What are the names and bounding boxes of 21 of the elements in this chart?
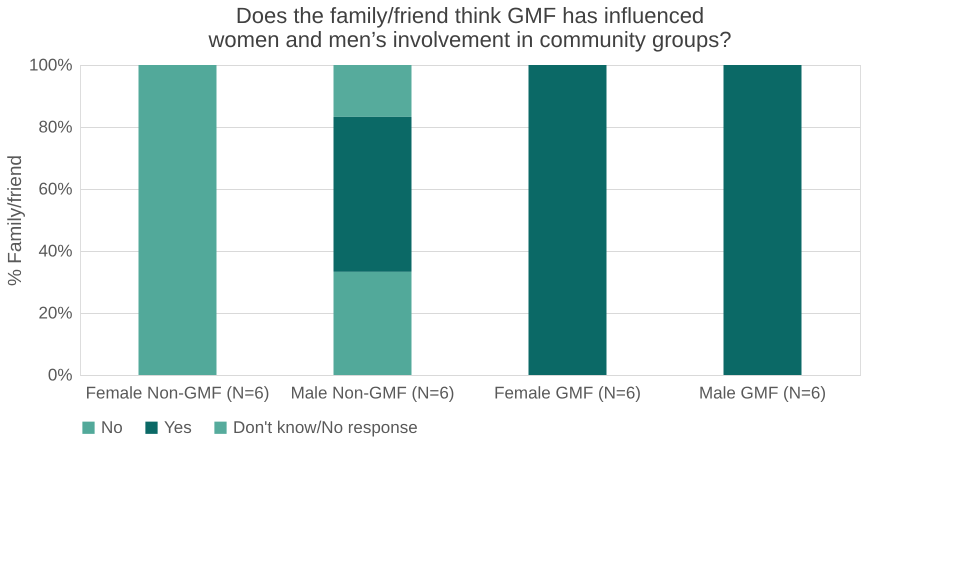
x-tick-label: Male Non-GMF (N=6) <box>290 384 454 402</box>
y-tick-label: 20% <box>38 304 72 322</box>
bar <box>334 65 412 117</box>
bar <box>334 272 412 375</box>
legend-label: Yes <box>164 418 192 437</box>
chart-title: Does the family/friend think GMF has influenced women and men’s involvement in community groups? <box>208 3 732 52</box>
y-tick-label: 80% <box>38 118 72 136</box>
x-tick-label: Female Non-GMF (N=6) <box>86 384 270 402</box>
y-tick-label: 60% <box>38 180 72 198</box>
legend-label: No <box>101 418 123 437</box>
bar <box>138 65 216 375</box>
legend-label: Don't know/No response <box>233 418 418 437</box>
y-tick-label: 100% <box>29 56 72 74</box>
bar <box>528 65 606 375</box>
y-axis-title: % Family/friend <box>5 155 26 286</box>
bar <box>334 116 412 272</box>
y-tick-label: 40% <box>38 242 72 260</box>
x-tick-label: Male GMF (N=6) <box>698 384 826 402</box>
y-tick-label: 0% <box>48 366 72 384</box>
x-tick-label: Female GMF (N=6) <box>494 384 641 402</box>
bar <box>724 65 802 375</box>
